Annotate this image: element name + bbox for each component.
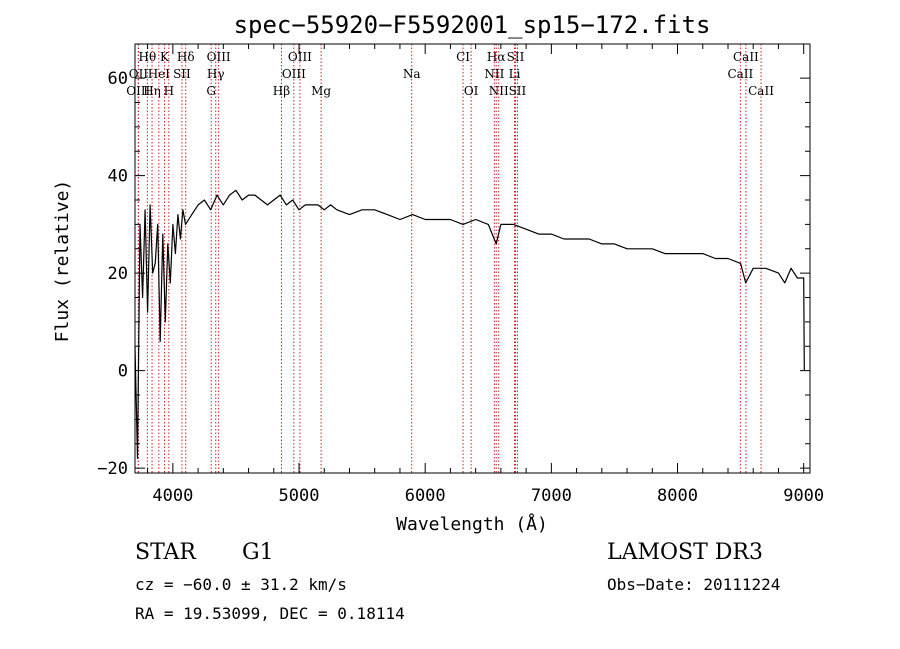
x-tick-label-6000: 6000 [405, 486, 446, 506]
line-label-22: Hβ [273, 84, 290, 98]
line-label-17: CaII [727, 67, 753, 81]
chart-title: spec−55920−F5592001_sp15−172.fits [234, 11, 711, 39]
line-label-27: CaII [748, 84, 774, 98]
line-label-20: H [164, 84, 174, 98]
line-label-15: NII [484, 67, 504, 81]
line-label-5: CI [456, 50, 470, 64]
x-tick-label-9000: 9000 [783, 486, 824, 506]
line-label-24: OI [464, 84, 479, 98]
x-axis: 4000 5000 6000 7000 8000 9000 [147, 44, 824, 506]
y-tick-label-60: 60 [108, 69, 128, 89]
line-label-10: HeI [148, 67, 171, 81]
sky-coordinates: RA = 19.53099, DEC = 0.18114 [135, 604, 405, 623]
y-axis: −20 0 20 40 60 [97, 69, 810, 479]
x-tick-label-4000: 4000 [152, 486, 193, 506]
y-axis-label: Flux (relative) [52, 180, 73, 343]
line-label-1: K [160, 50, 170, 64]
observation-date: Obs−Date: 20111224 [607, 575, 781, 594]
x-tick-label-8000: 8000 [657, 486, 698, 506]
y-tick-label-0: 0 [118, 362, 128, 382]
x-tick-label-5000: 5000 [279, 486, 320, 506]
y-tick-label--20: −20 [97, 459, 128, 479]
line-label-11: SII [173, 67, 191, 81]
line-label-13: OIII [282, 67, 306, 81]
plot-frame [134, 43, 811, 474]
line-label-19: Hη [143, 84, 161, 98]
line-label-18: OIII [126, 84, 150, 98]
y-tick-label-40: 40 [108, 167, 128, 187]
spectrum-series [134, 189, 805, 459]
y-tick-label-20: 20 [108, 264, 128, 284]
survey-name: LAMOST DR3 [607, 540, 763, 565]
redshift-readout: cz = −60.0 ± 31.2 km/s [135, 575, 347, 594]
line-label-9: OII [129, 67, 149, 81]
line-label-3: OIII [207, 50, 231, 64]
x-tick-label-7000: 7000 [531, 486, 572, 506]
spectrum-line [134, 189, 805, 459]
line-label-16: Li [509, 67, 521, 81]
line-label-26: SII [509, 84, 527, 98]
line-label-25: NII [489, 84, 509, 98]
line-label-2: Hδ [177, 50, 195, 64]
object-subclass: G1 [242, 540, 274, 565]
line-label-4: OIII [288, 50, 312, 64]
line-label-12: Hγ [207, 67, 225, 81]
object-class: STAR [135, 540, 196, 565]
x-axis-label: Wavelength (Å) [396, 513, 548, 535]
line-label-7: SII [507, 50, 525, 64]
line-label-8: CaII [733, 50, 759, 64]
line-label-6: Hα [487, 50, 506, 64]
line-label-14: Na [403, 67, 421, 81]
line-label-21: G [206, 84, 216, 98]
line-label-0: Hθ [139, 50, 157, 64]
line-label-23: Mg [311, 84, 331, 98]
